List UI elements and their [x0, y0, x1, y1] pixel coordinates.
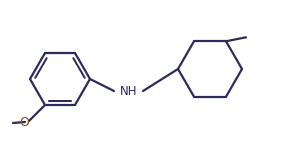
- Text: O: O: [19, 116, 29, 130]
- Text: NH: NH: [120, 85, 138, 97]
